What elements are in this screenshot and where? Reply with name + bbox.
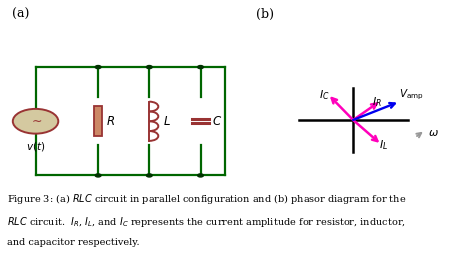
Text: $C$: $C$ <box>212 115 222 128</box>
Text: $R$: $R$ <box>106 115 115 128</box>
Text: $I_C$: $I_C$ <box>319 88 329 102</box>
Circle shape <box>198 66 203 69</box>
Text: and capacitor respectively.: and capacitor respectively. <box>7 238 140 247</box>
Text: $\omega$: $\omega$ <box>428 127 439 138</box>
Circle shape <box>146 174 152 177</box>
Circle shape <box>95 66 101 69</box>
Text: $I_L$: $I_L$ <box>379 139 388 152</box>
Text: $v(t)$: $v(t)$ <box>26 140 45 153</box>
Text: $\sim$: $\sim$ <box>29 114 42 127</box>
Text: $\mathit{RLC}$ circuit.  $I_R$, $I_L$, and $I_C$ represents the current amplitud: $\mathit{RLC}$ circuit. $I_R$, $I_L$, an… <box>7 215 406 229</box>
Text: (b): (b) <box>256 8 274 21</box>
Text: $I_R$: $I_R$ <box>372 95 382 109</box>
Text: $L$: $L$ <box>163 115 171 128</box>
Circle shape <box>198 174 203 177</box>
Circle shape <box>146 66 152 69</box>
Circle shape <box>13 109 58 134</box>
Text: $V_{\mathrm{amp}}$: $V_{\mathrm{amp}}$ <box>399 87 424 102</box>
Text: (a): (a) <box>12 8 29 21</box>
Text: Figure 3: (a) $\mathit{RLC}$ circuit in parallel configuration and (b) phasor di: Figure 3: (a) $\mathit{RLC}$ circuit in … <box>7 192 407 206</box>
Bar <box>94 107 102 136</box>
Circle shape <box>95 174 101 177</box>
